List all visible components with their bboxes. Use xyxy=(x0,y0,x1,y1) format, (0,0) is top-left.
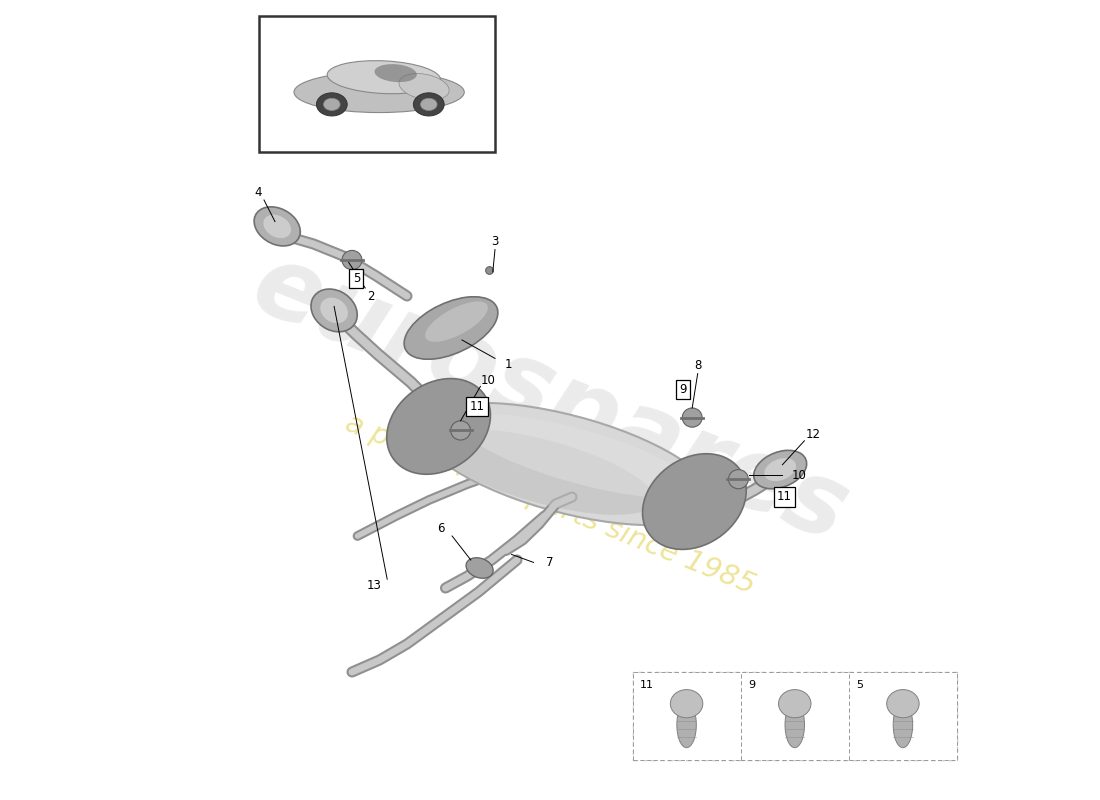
Ellipse shape xyxy=(419,403,714,525)
Ellipse shape xyxy=(754,450,806,489)
Ellipse shape xyxy=(887,690,920,718)
Bar xyxy=(632,672,957,760)
Ellipse shape xyxy=(451,421,471,440)
Text: 1: 1 xyxy=(505,358,512,370)
Ellipse shape xyxy=(426,302,487,342)
Ellipse shape xyxy=(327,61,440,94)
Ellipse shape xyxy=(317,93,348,116)
Text: 6: 6 xyxy=(438,522,444,534)
Text: 11: 11 xyxy=(777,490,792,503)
Ellipse shape xyxy=(682,408,702,427)
Text: a passion for parts since 1985: a passion for parts since 1985 xyxy=(341,409,759,599)
Ellipse shape xyxy=(670,690,703,718)
Ellipse shape xyxy=(642,454,746,550)
Ellipse shape xyxy=(323,98,340,110)
Ellipse shape xyxy=(434,429,654,515)
Text: 10: 10 xyxy=(792,469,806,482)
Ellipse shape xyxy=(785,702,804,748)
Ellipse shape xyxy=(374,64,417,82)
Ellipse shape xyxy=(461,414,694,498)
Ellipse shape xyxy=(779,690,811,718)
Text: 8: 8 xyxy=(694,359,702,372)
Ellipse shape xyxy=(420,98,437,110)
Text: 10: 10 xyxy=(481,374,495,387)
Ellipse shape xyxy=(254,207,300,246)
Text: 13: 13 xyxy=(366,579,382,592)
Bar xyxy=(258,16,495,152)
Text: 5: 5 xyxy=(857,680,864,690)
Text: 9: 9 xyxy=(680,383,688,396)
Text: 3: 3 xyxy=(492,235,498,248)
Text: 5: 5 xyxy=(353,272,360,285)
Ellipse shape xyxy=(414,93,444,116)
Ellipse shape xyxy=(399,74,449,100)
Ellipse shape xyxy=(294,72,464,113)
Text: 7: 7 xyxy=(547,556,553,569)
Ellipse shape xyxy=(263,214,292,238)
Text: 11: 11 xyxy=(640,680,654,690)
Ellipse shape xyxy=(893,702,913,748)
Text: 4: 4 xyxy=(255,186,262,198)
Ellipse shape xyxy=(311,289,358,332)
Ellipse shape xyxy=(320,298,348,323)
Text: 11: 11 xyxy=(470,400,485,413)
Text: 12: 12 xyxy=(805,428,821,441)
Ellipse shape xyxy=(764,458,796,481)
Text: eurospares: eurospares xyxy=(239,237,861,563)
Bar xyxy=(849,672,957,760)
Ellipse shape xyxy=(466,558,493,578)
Bar xyxy=(740,672,849,760)
Ellipse shape xyxy=(728,470,748,489)
Bar xyxy=(632,672,740,760)
Ellipse shape xyxy=(404,297,498,359)
Ellipse shape xyxy=(676,702,696,748)
Ellipse shape xyxy=(387,378,491,474)
Ellipse shape xyxy=(342,250,362,270)
Text: 9: 9 xyxy=(748,680,756,690)
Text: 2: 2 xyxy=(367,290,374,302)
